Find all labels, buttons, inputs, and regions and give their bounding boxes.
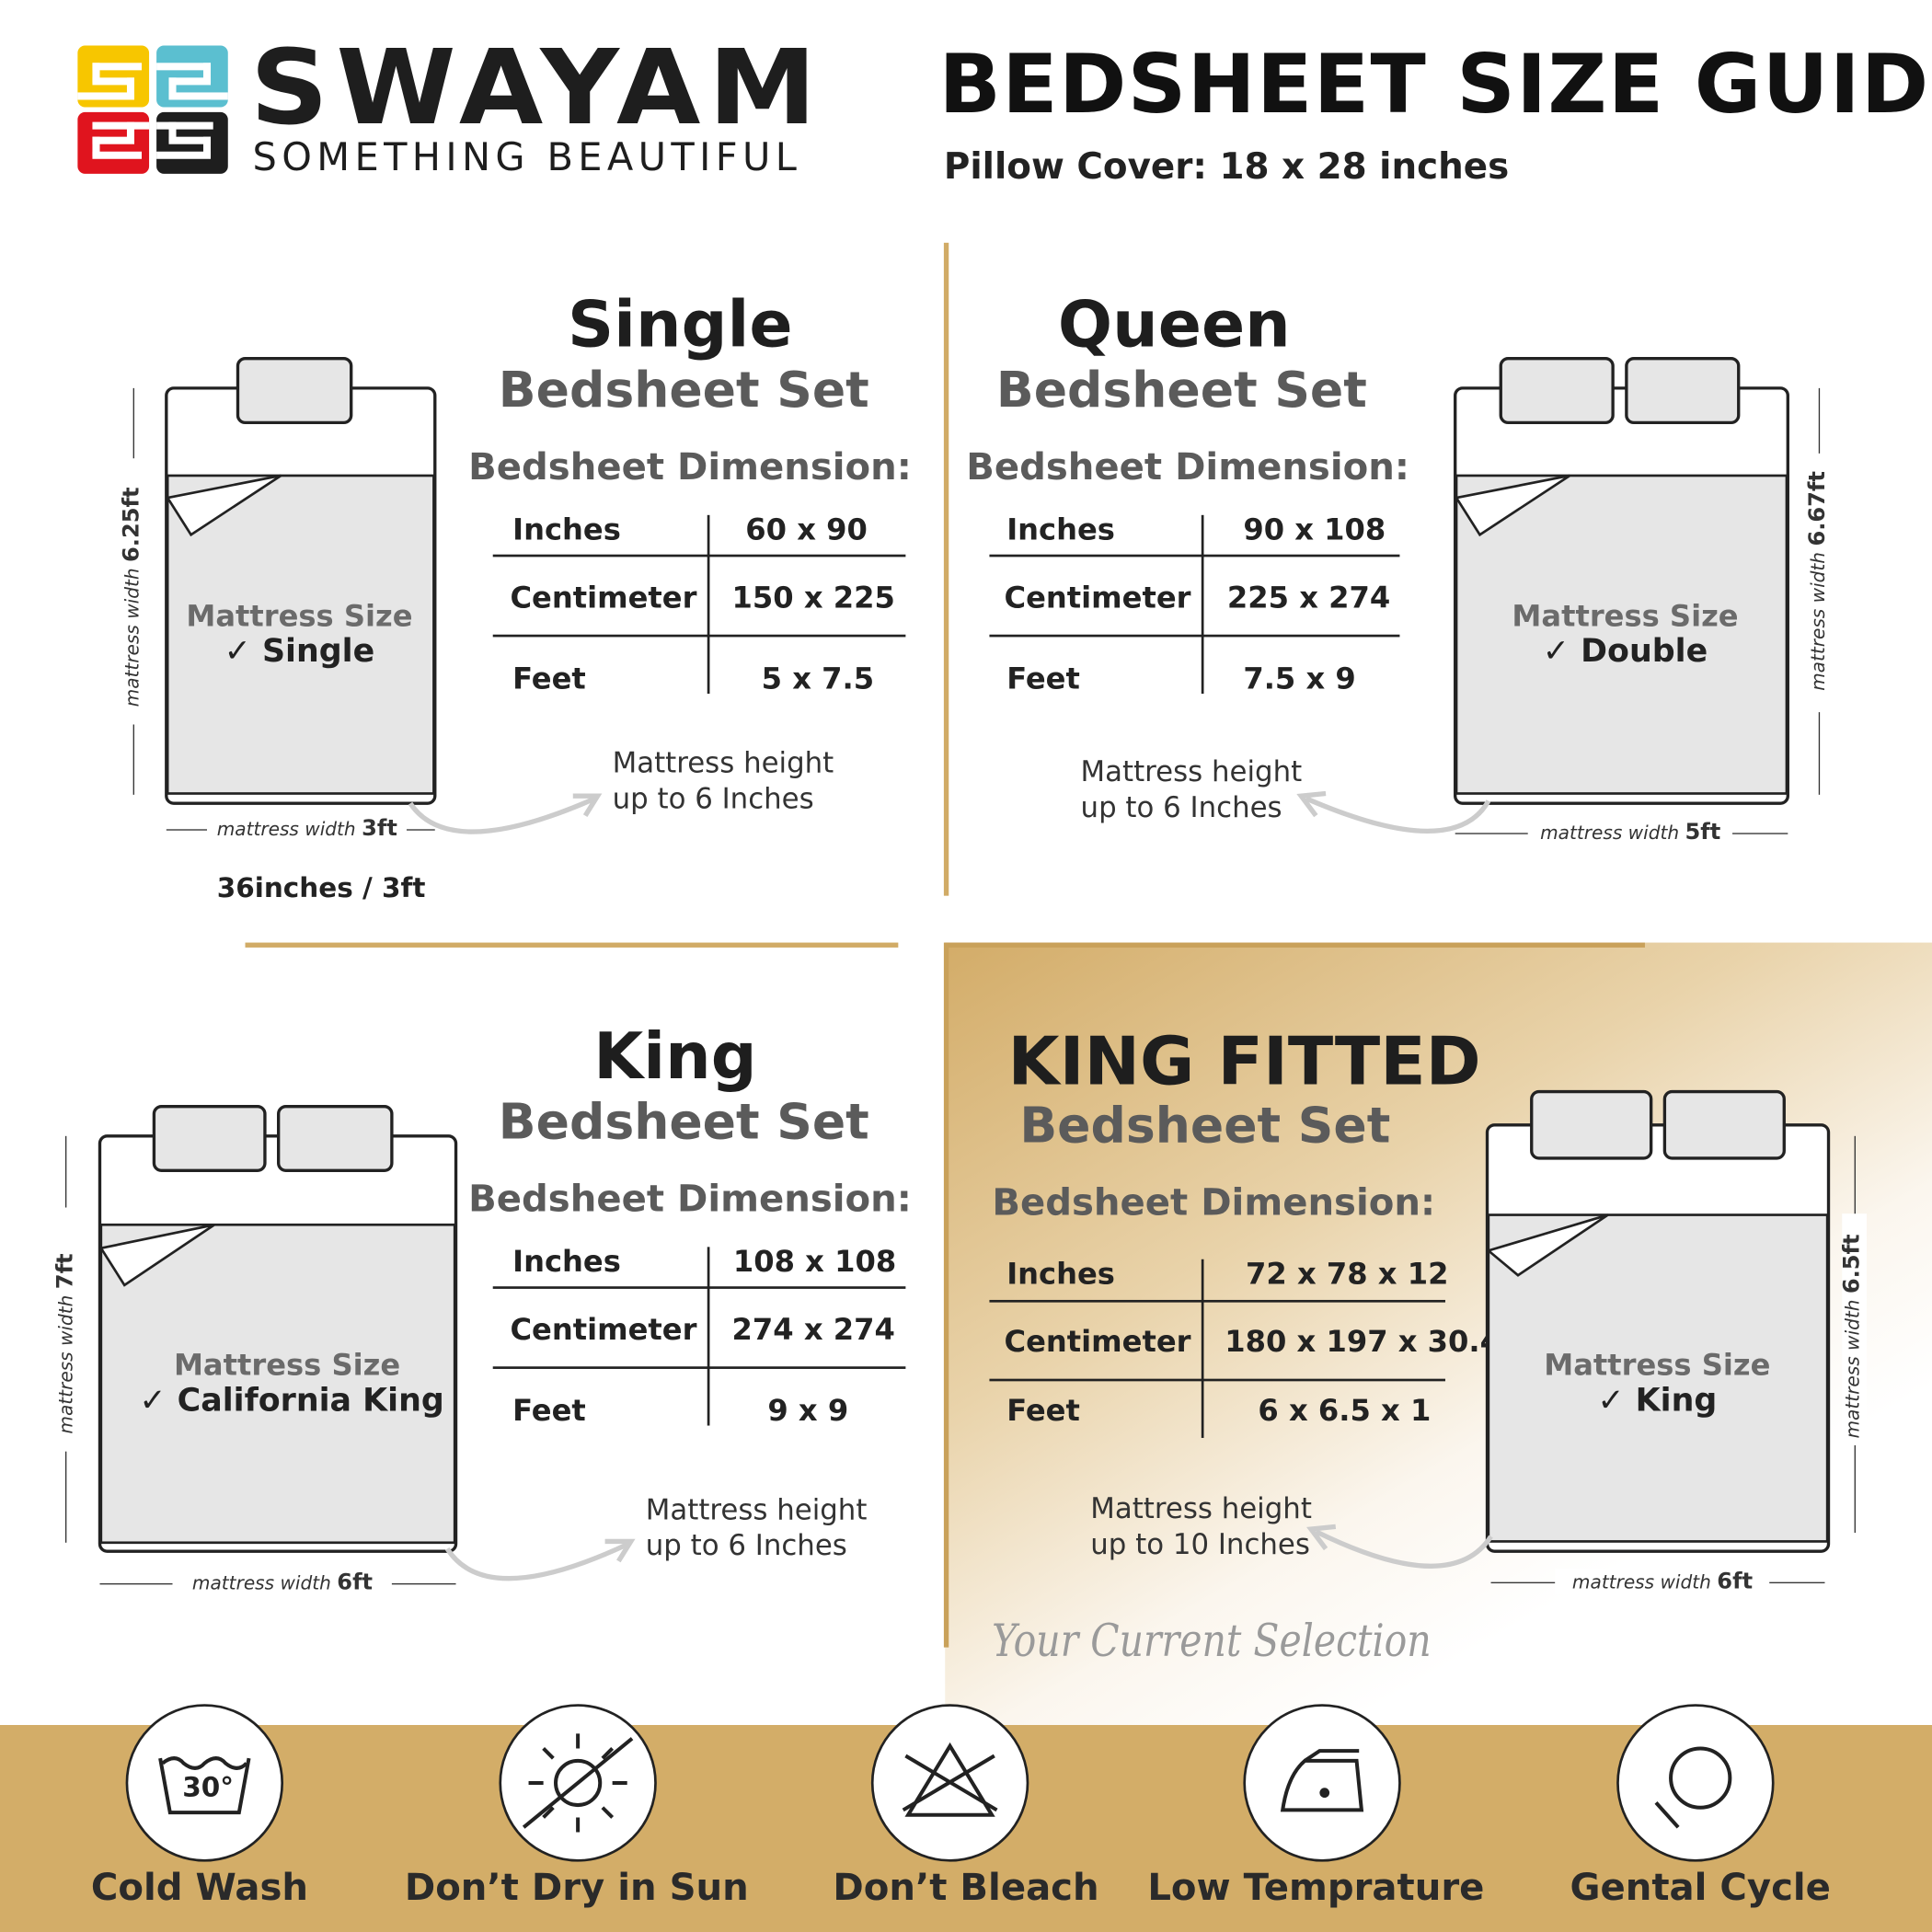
divider-vertical-lower [943,942,949,1648]
no-bleach-icon [870,1704,1029,1862]
king-fitted-mattress-size: Mattress Size ✓ King [1544,1348,1771,1420]
brand-tagline: SOMETHING BEAUTIFUL [252,135,802,180]
king-fitted-bed-diagram [1485,1089,1831,1553]
no-sun-dry-icon [499,1704,657,1862]
single-dimension-label: Bedsheet Dimension: [468,445,912,489]
brand-logo [77,45,228,174]
current-selection-label: Your Current Selection [992,1616,1432,1668]
page-title: BEDSHEET SIZE GUIDE [938,37,1932,132]
queen-dimension-label: Bedsheet Dimension: [966,445,1409,489]
single-length-label: mattress width 6.25ft [119,487,145,707]
care-label-no-bleach: Don’t Bleach [833,1867,1099,1910]
king-fitted-dimension-label: Bedsheet Dimension: [992,1181,1436,1225]
care-label-low-temperature: Low Temprature [1147,1867,1485,1910]
queen-arrow-icon [1296,790,1491,834]
wash-30-icon: 30° [125,1704,284,1862]
king-fitted-title: KING FITTED [1007,1022,1481,1100]
king-height-note: Mattress height up to 6 Inches [645,1494,868,1563]
low-iron-icon [1243,1704,1401,1862]
king-fitted-arrow-icon [1306,1524,1493,1569]
king-fitted-width-label: mattress width 6ft [1555,1568,1770,1595]
queen-subtitle: Bedsheet Set [995,362,1367,420]
single-bed-diagram [165,357,437,805]
queen-bed-diagram [1454,357,1789,805]
king-bed-diagram [98,1105,458,1553]
pillow-cover-size: Pillow Cover: 18 x 28 inches [943,145,1510,188]
single-height-note: Mattress height up to 6 Inches [612,747,834,816]
king-length-label: mattress width 7ft [52,1253,79,1434]
gentle-cycle-icon [1616,1704,1775,1862]
king-title: King [593,1019,757,1095]
care-label-cold-wash: Cold Wash [90,1867,309,1910]
single-arrow-icon [408,793,603,834]
divider-vertical [943,242,949,896]
king-width-label: mattress width 6ft [172,1570,393,1596]
king-arrow-icon [444,1538,636,1581]
queen-length-label: mattress width 6.67ft [1804,471,1831,691]
single-mattress-size: Mattress Size ✓ Single [186,598,413,671]
king-dimension-label: Bedsheet Dimension: [468,1178,912,1222]
single-title: Single [567,288,793,362]
king-fitted-subtitle: Bedsheet Set [1019,1098,1391,1155]
queen-height-note: Mattress height up to 6 Inches [1080,756,1303,824]
king-mattress-size: Mattress Size ✓ California King [139,1348,444,1420]
single-width-extra: 36inches / 3ft [216,873,426,905]
queen-title: Queen [1057,288,1291,362]
king-fitted-height-note: Mattress height up to 10 Inches [1090,1493,1312,1561]
single-subtitle: Bedsheet Set [498,362,869,420]
care-label-gentle-cycle: Gental Cycle [1570,1867,1831,1910]
king-subtitle: Bedsheet Set [498,1094,869,1151]
brand-name: SWAYAM [249,27,824,148]
queen-mattress-size: Mattress Size ✓ Double [1512,598,1739,671]
king-fitted-length-label: mattress width 6.5ft [1838,1234,1866,1439]
care-label-no-sun-dry: Don’t Dry in Sun [404,1867,749,1910]
single-width-label: mattress width 3ft [207,815,408,842]
queen-width-label: mattress width 5ft [1527,819,1733,845]
divider-horizontal [245,942,899,948]
divider-horizontal-right [945,942,1645,948]
